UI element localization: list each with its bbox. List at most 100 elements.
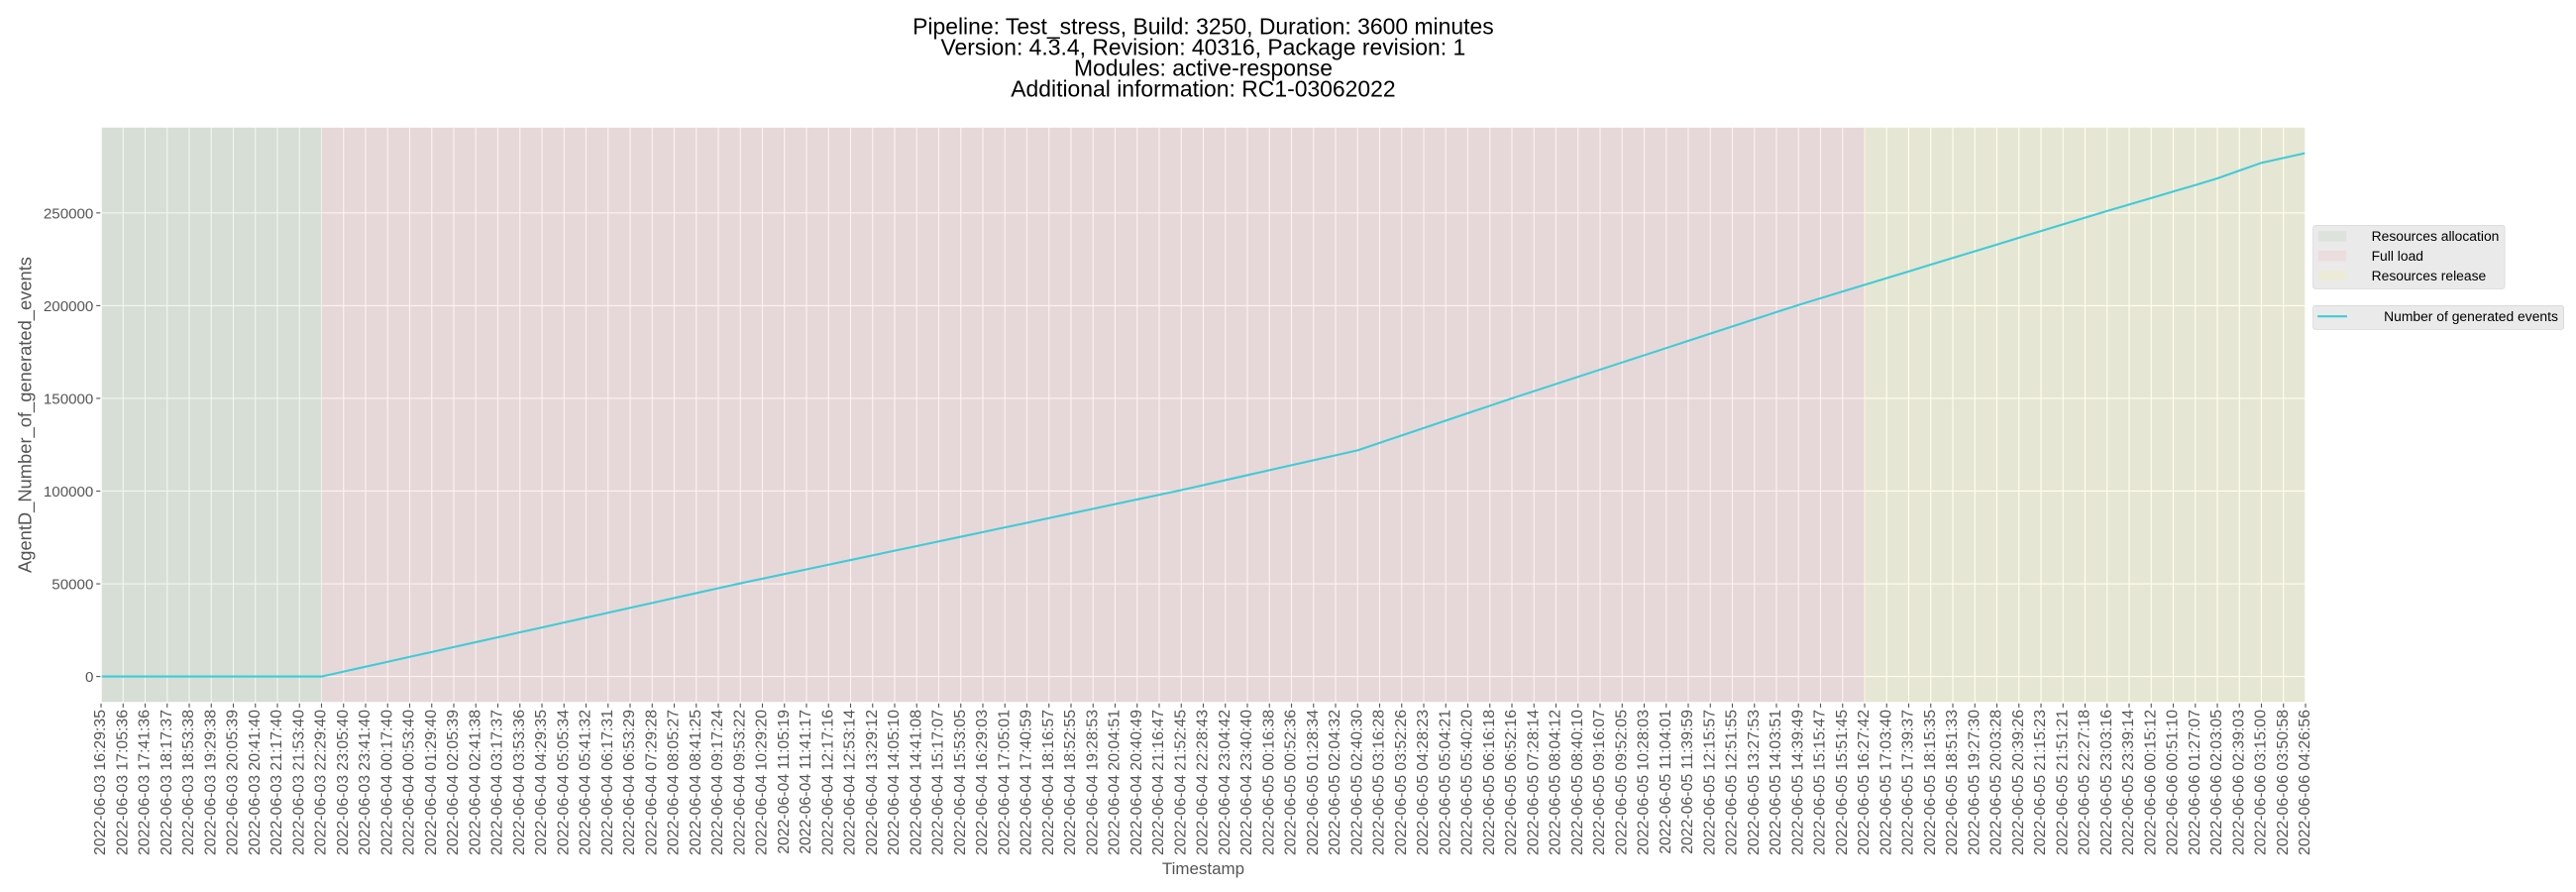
- svg-text:2022-06-05 18:15:35: 2022-06-05 18:15:35: [1922, 710, 1939, 855]
- svg-text:2022-06-04 05:05:34: 2022-06-04 05:05:34: [555, 710, 572, 855]
- svg-text:2022-06-04 11:05:19: 2022-06-04 11:05:19: [776, 710, 793, 854]
- svg-text:2022-06-05 04:28:23: 2022-06-05 04:28:23: [1415, 710, 1432, 855]
- svg-text:2022-06-04 03:17:37: 2022-06-04 03:17:37: [489, 710, 506, 855]
- svg-text:2022-06-06 00:51:10: 2022-06-06 00:51:10: [2165, 710, 2182, 855]
- svg-text:2022-06-05 08:04:12: 2022-06-05 08:04:12: [1548, 710, 1564, 855]
- svg-text:2022-06-05 10:28:03: 2022-06-05 10:28:03: [1636, 710, 1653, 855]
- svg-text:2022-06-04 08:05:27: 2022-06-04 08:05:27: [666, 710, 683, 855]
- svg-text:2022-06-05 14:39:49: 2022-06-05 14:39:49: [1789, 710, 1806, 855]
- svg-text:2022-06-04 03:53:36: 2022-06-04 03:53:36: [511, 710, 528, 855]
- svg-text:2022-06-05 17:03:40: 2022-06-05 17:03:40: [1878, 710, 1894, 855]
- svg-text:2022-06-05 15:51:45: 2022-06-05 15:51:45: [1834, 710, 1851, 855]
- svg-text:2022-06-04 14:41:08: 2022-06-04 14:41:08: [908, 710, 924, 855]
- svg-text:2022-06-04 02:41:38: 2022-06-04 02:41:38: [467, 710, 483, 855]
- svg-text:2022-06-05 03:16:28: 2022-06-05 03:16:28: [1371, 710, 1388, 855]
- svg-text:2022-06-04 06:53:29: 2022-06-04 06:53:29: [621, 710, 638, 855]
- svg-text:2022-06-04 00:17:40: 2022-06-04 00:17:40: [378, 710, 395, 855]
- svg-text:2022-06-03 22:29:40: 2022-06-03 22:29:40: [313, 710, 330, 855]
- svg-text:2022-06-03 21:17:40: 2022-06-03 21:17:40: [268, 710, 285, 855]
- svg-text:2022-06-05 09:52:05: 2022-06-05 09:52:05: [1613, 710, 1630, 855]
- svg-text:2022-06-04 11:41:17: 2022-06-04 11:41:17: [798, 710, 814, 854]
- svg-text:2022-06-04 10:29:20: 2022-06-04 10:29:20: [754, 710, 771, 855]
- svg-text:2022-06-04 14:05:10: 2022-06-04 14:05:10: [886, 710, 903, 855]
- svg-text:2022-06-03 17:05:36: 2022-06-03 17:05:36: [114, 710, 131, 855]
- svg-text:2022-06-04 22:28:43: 2022-06-04 22:28:43: [1195, 710, 1212, 855]
- svg-text:2022-06-05 17:39:37: 2022-06-05 17:39:37: [1900, 710, 1917, 855]
- svg-text:2022-06-06 04:26:56: 2022-06-06 04:26:56: [2297, 710, 2313, 855]
- svg-text:2022-06-04 00:53:40: 2022-06-04 00:53:40: [401, 710, 418, 855]
- svg-text:2022-06-05 23:39:14: 2022-06-05 23:39:14: [2120, 710, 2137, 855]
- svg-text:2022-06-05 07:28:14: 2022-06-05 07:28:14: [1525, 710, 1542, 855]
- svg-text:2022-06-05 12:15:57: 2022-06-05 12:15:57: [1701, 710, 1718, 855]
- svg-text:2022-06-04 18:16:57: 2022-06-04 18:16:57: [1040, 710, 1057, 855]
- svg-text:2022-06-03 20:05:39: 2022-06-03 20:05:39: [225, 710, 242, 855]
- svg-text:2022-06-04 23:04:42: 2022-06-04 23:04:42: [1217, 710, 1234, 855]
- svg-text:2022-06-05 21:15:23: 2022-06-05 21:15:23: [2032, 710, 2049, 855]
- svg-text:2022-06-04 17:05:01: 2022-06-04 17:05:01: [996, 710, 1013, 855]
- svg-text:2022-06-04 04:29:35: 2022-06-04 04:29:35: [533, 710, 550, 855]
- svg-text:2022-06-05 20:03:28: 2022-06-05 20:03:28: [1988, 710, 2005, 855]
- svg-text:2022-06-03 17:41:36: 2022-06-03 17:41:36: [137, 710, 154, 855]
- svg-text:2022-06-04 12:53:14: 2022-06-04 12:53:14: [842, 710, 859, 855]
- svg-text:2022-06-04 02:05:39: 2022-06-04 02:05:39: [445, 710, 462, 855]
- svg-text:2022-06-05 05:40:20: 2022-06-05 05:40:20: [1459, 710, 1476, 855]
- svg-text:2022-06-04 13:29:12: 2022-06-04 13:29:12: [864, 710, 881, 855]
- svg-text:Pipeline: Test_stress, Build:: Pipeline: Test_stress, Build: 3250, Dura…: [912, 14, 1494, 40]
- svg-text:2022-06-04 18:52:55: 2022-06-04 18:52:55: [1062, 710, 1079, 855]
- svg-text:AgentD_Number_of_generated_eve: AgentD_Number_of_generated_events: [15, 257, 37, 573]
- svg-text:2022-06-05 09:16:07: 2022-06-05 09:16:07: [1591, 710, 1608, 855]
- svg-text:2022-06-05 05:04:21: 2022-06-05 05:04:21: [1437, 710, 1453, 855]
- svg-text:2022-06-05 15:15:47: 2022-06-05 15:15:47: [1812, 710, 1829, 855]
- svg-text:2022-06-04 07:29:28: 2022-06-04 07:29:28: [643, 710, 660, 855]
- svg-text:2022-06-06 02:39:03: 2022-06-06 02:39:03: [2230, 710, 2247, 855]
- svg-text:2022-06-05 06:16:18: 2022-06-05 06:16:18: [1481, 710, 1498, 855]
- svg-text:2022-06-05 00:16:38: 2022-06-05 00:16:38: [1260, 710, 1277, 855]
- svg-text:2022-06-04 17:40:59: 2022-06-04 17:40:59: [1019, 710, 1035, 855]
- svg-text:250000: 250000: [44, 205, 93, 222]
- svg-text:2022-06-05 23:03:16: 2022-06-05 23:03:16: [2098, 710, 2115, 855]
- svg-text:Timestamp: Timestamp: [1162, 859, 1244, 878]
- svg-text:Number of generated events: Number of generated events: [2384, 308, 2558, 324]
- svg-text:Resources allocation: Resources allocation: [2372, 228, 2500, 244]
- svg-text:2022-06-05 12:51:55: 2022-06-05 12:51:55: [1724, 710, 1741, 855]
- svg-text:2022-06-06 03:15:00: 2022-06-06 03:15:00: [2253, 710, 2270, 855]
- svg-text:2022-06-05 22:27:18: 2022-06-05 22:27:18: [2077, 710, 2093, 855]
- svg-text:150000: 150000: [44, 390, 93, 407]
- svg-text:2022-06-03 19:29:38: 2022-06-03 19:29:38: [202, 710, 219, 855]
- svg-text:2022-06-04 20:40:49: 2022-06-04 20:40:49: [1128, 710, 1145, 855]
- svg-text:2022-06-06 02:03:05: 2022-06-06 02:03:05: [2208, 710, 2225, 855]
- svg-text:2022-06-05 08:40:10: 2022-06-05 08:40:10: [1569, 710, 1586, 855]
- svg-text:Version: 4.3.4, Revision: 4031: Version: 4.3.4, Revision: 40316, Package…: [941, 35, 1466, 60]
- svg-text:2022-06-04 08:41:25: 2022-06-04 08:41:25: [688, 710, 704, 855]
- svg-text:2022-06-05 11:04:01: 2022-06-05 11:04:01: [1658, 710, 1674, 854]
- svg-text:2022-06-03 18:53:38: 2022-06-03 18:53:38: [180, 710, 197, 855]
- svg-text:2022-06-04 15:53:05: 2022-06-04 15:53:05: [952, 710, 969, 855]
- svg-text:2022-06-04 20:04:51: 2022-06-04 20:04:51: [1107, 710, 1124, 855]
- svg-text:2022-06-05 03:52:26: 2022-06-05 03:52:26: [1393, 710, 1410, 855]
- svg-text:2022-06-04 06:17:31: 2022-06-04 06:17:31: [599, 710, 616, 855]
- svg-text:2022-06-05 02:04:32: 2022-06-05 02:04:32: [1327, 710, 1343, 855]
- svg-text:2022-06-04 21:52:45: 2022-06-04 21:52:45: [1172, 710, 1189, 855]
- svg-text:2022-06-04 21:16:47: 2022-06-04 21:16:47: [1150, 710, 1167, 855]
- svg-text:Modules: active-response: Modules: active-response: [1074, 56, 1333, 81]
- svg-text:Resources release: Resources release: [2372, 268, 2487, 283]
- svg-text:2022-06-04 19:28:53: 2022-06-04 19:28:53: [1084, 710, 1101, 855]
- svg-text:2022-06-05 13:27:53: 2022-06-05 13:27:53: [1746, 710, 1763, 855]
- svg-text:2022-06-05 11:39:59: 2022-06-05 11:39:59: [1679, 710, 1696, 854]
- svg-text:2022-06-06 03:50:58: 2022-06-06 03:50:58: [2275, 710, 2292, 855]
- svg-text:200000: 200000: [44, 298, 93, 315]
- svg-text:2022-06-05 16:27:42: 2022-06-05 16:27:42: [1856, 710, 1873, 855]
- svg-text:2022-06-06 01:27:07: 2022-06-06 01:27:07: [2187, 710, 2203, 855]
- svg-text:2022-06-04 12:17:16: 2022-06-04 12:17:16: [819, 710, 836, 855]
- svg-text:2022-06-04 09:17:24: 2022-06-04 09:17:24: [709, 710, 726, 855]
- svg-text:2022-06-04 16:29:03: 2022-06-04 16:29:03: [974, 710, 991, 855]
- svg-text:2022-06-05 18:51:33: 2022-06-05 18:51:33: [1944, 710, 1961, 855]
- svg-text:2022-06-05 00:52:36: 2022-06-05 00:52:36: [1283, 710, 1300, 855]
- svg-text:2022-06-05 21:51:21: 2022-06-05 21:51:21: [2054, 710, 2071, 855]
- svg-text:2022-06-04 15:17:07: 2022-06-04 15:17:07: [930, 710, 947, 855]
- svg-text:2022-06-05 02:40:30: 2022-06-05 02:40:30: [1348, 710, 1365, 855]
- svg-text:2022-06-05 20:39:26: 2022-06-05 20:39:26: [2010, 710, 2027, 855]
- svg-text:2022-06-03 16:29:35: 2022-06-03 16:29:35: [92, 710, 109, 855]
- svg-text:2022-06-03 21:53:40: 2022-06-03 21:53:40: [290, 710, 307, 855]
- svg-text:2022-06-03 23:05:40: 2022-06-03 23:05:40: [335, 710, 352, 855]
